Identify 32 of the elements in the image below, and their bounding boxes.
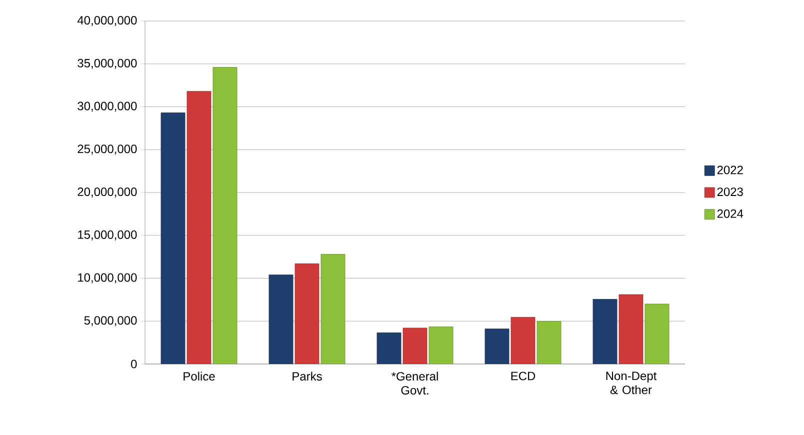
- bar: [268, 274, 294, 364]
- bar: [510, 317, 536, 364]
- bar: [484, 328, 510, 364]
- x-tick-label: Parks: [292, 372, 322, 381]
- y-tick-label: 0: [131, 360, 137, 368]
- bar: [212, 67, 238, 364]
- y-tick-label: 20,000,000: [78, 188, 137, 198]
- x-tick-label: *General Govt.: [392, 372, 438, 395]
- bar: [644, 304, 670, 364]
- y-tick-label: 35,000,000: [78, 58, 137, 69]
- bar: [592, 299, 618, 364]
- bar: [402, 328, 428, 364]
- x-tick-label: Police: [184, 372, 215, 381]
- bar: [376, 332, 402, 364]
- legend-label: 2023: [717, 188, 743, 196]
- legend-label: 2024: [717, 209, 744, 218]
- bar: [320, 254, 346, 364]
- y-tick-label: 25,000,000: [78, 144, 137, 155]
- y-tick-label: 15,000,000: [78, 230, 137, 240]
- x-tick-label: ECD: [511, 372, 536, 380]
- bar: [294, 263, 320, 364]
- bar: [186, 91, 212, 364]
- y-tick-label: 40,000,000: [77, 16, 137, 26]
- bar: [618, 294, 644, 364]
- bar: [160, 112, 186, 364]
- y-tick-label: 30,000,000: [78, 102, 137, 112]
- y-tick-label: 10,000,000: [78, 273, 137, 284]
- bar: [428, 326, 454, 364]
- y-tick-label: 5,000,000: [84, 316, 137, 326]
- bar: [536, 321, 562, 364]
- x-tick-label: Non-Dept & Other: [606, 372, 657, 394]
- legend-label: 2022: [717, 166, 743, 174]
